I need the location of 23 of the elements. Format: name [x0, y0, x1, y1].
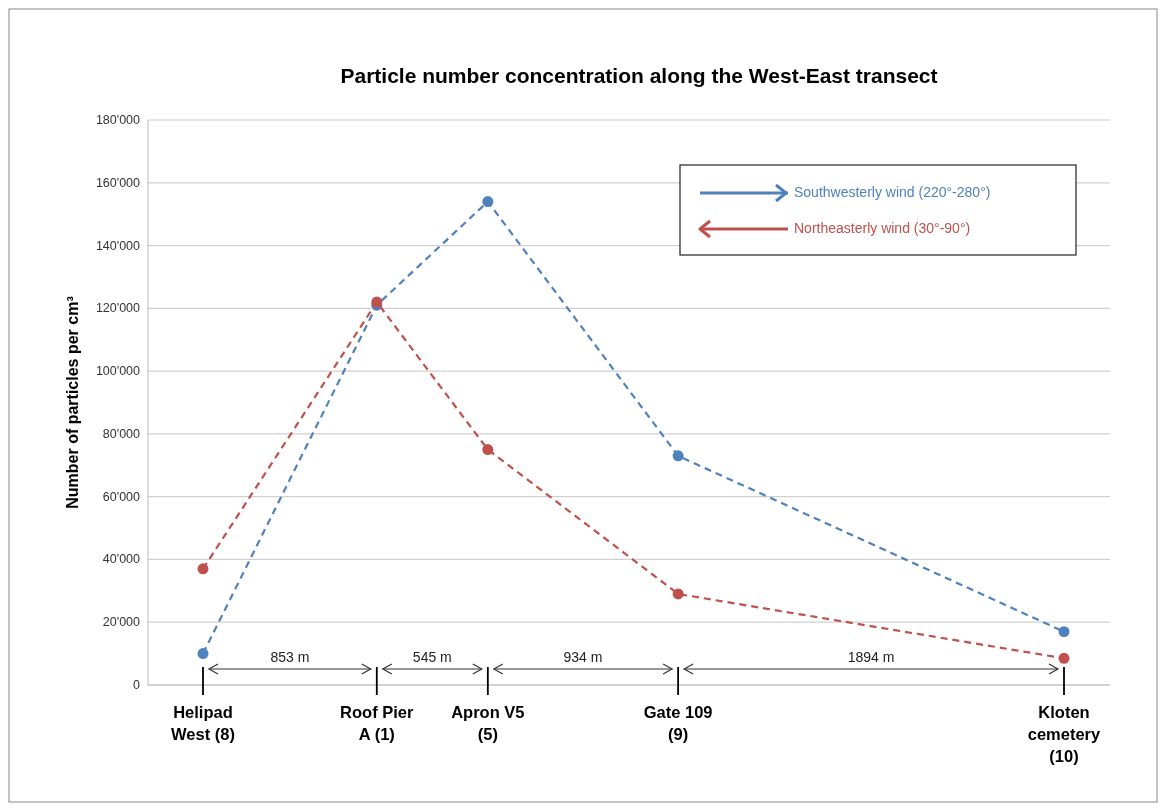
annotation: 545 m: [412, 649, 452, 665]
y-tick-label: 40'000: [102, 552, 141, 567]
x-tick-label: Apron V5 (5): [451, 703, 525, 743]
x-tick-label: Kloten cemetery (10): [1027, 703, 1102, 765]
legend-label: Southwesterly wind (220°-280°): [794, 183, 991, 200]
y-tick-label: 100'000: [95, 364, 141, 379]
x-tick-label: Helipad West (8): [171, 703, 235, 743]
annotation: 934 m: [563, 649, 603, 665]
y-tick-label: 80'000: [102, 426, 141, 441]
y-tick-label: 120'000: [95, 301, 141, 316]
y-tick-label: 0: [133, 678, 141, 692]
y-tick-label: 20'000: [102, 615, 141, 630]
chart-title: Particle number concentration along the West-East transect: [340, 64, 938, 87]
x-tick-label: Roof Pier A (1): [340, 703, 415, 743]
y-tick-label: 160'000: [95, 175, 141, 190]
y-tick-label: 180'000: [95, 113, 141, 127]
annotation: 1894 m: [847, 649, 895, 665]
text: Northeasterly wind (30°-90°): [794, 219, 971, 236]
y-axis-title: Number of particles per cm³: [64, 296, 81, 509]
y-tick-label: 60'000: [102, 489, 141, 504]
y-tick-label: 140'000: [95, 238, 141, 253]
x-tick-label: Gate 109 (9): [643, 703, 713, 743]
annotation: 853 m: [270, 649, 310, 665]
